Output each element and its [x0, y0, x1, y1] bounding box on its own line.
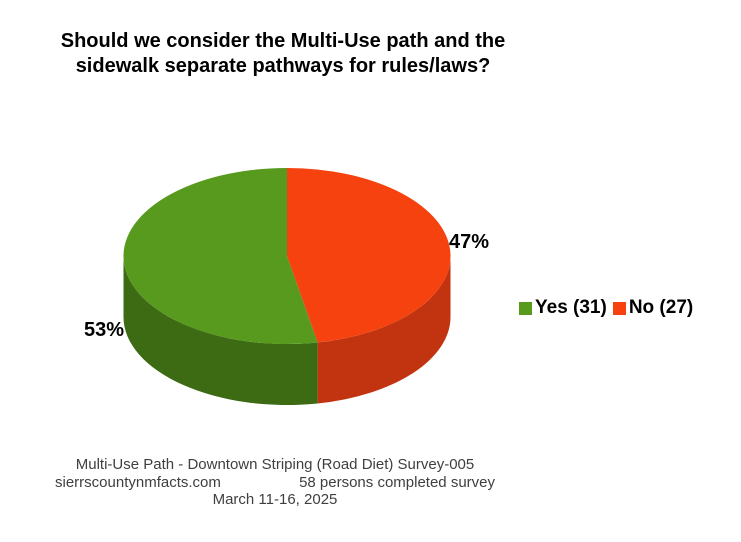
legend-label-yes: Yes (31): [535, 297, 607, 318]
chart-title: Should we consider the Multi-Use path an…: [0, 29, 566, 79]
chart-legend: Yes (31) No (27): [519, 297, 693, 319]
footer-completed-count: 58 persons completed survey: [299, 473, 495, 491]
footer-source-row: sierrscountynmfacts.com 58 persons compl…: [55, 474, 495, 492]
chart-footer: Multi-Use Path - Downtown Striping (Road…: [55, 456, 495, 509]
pie-slice-yes: [123, 168, 318, 344]
percent-label-yes: 53%: [84, 319, 125, 341]
legend-swatch-no: [612, 301, 626, 315]
legend-item-no: No (27): [612, 297, 694, 319]
chart-title-line2: sidewalk separate pathways for rules/law…: [75, 55, 491, 77]
pie-slice-side-yes: [123, 256, 318, 405]
percent-label-no: 47%: [449, 231, 490, 253]
chart-title-line1: Should we consider the Multi-Use path an…: [60, 30, 506, 52]
legend-label-no: No (27): [628, 297, 694, 318]
footer-survey-name: Multi-Use Path - Downtown Striping (Road…: [75, 456, 475, 473]
pie-slice-no: [287, 168, 451, 343]
pie-slice-side-no: [317, 256, 451, 404]
legend-swatch-yes: [519, 301, 532, 315]
footer-source-site: sierrscountynmfacts.com: [55, 473, 221, 491]
legend-item-yes: Yes (31): [519, 297, 607, 319]
footer-dates: March 11-16, 2025: [212, 491, 338, 508]
